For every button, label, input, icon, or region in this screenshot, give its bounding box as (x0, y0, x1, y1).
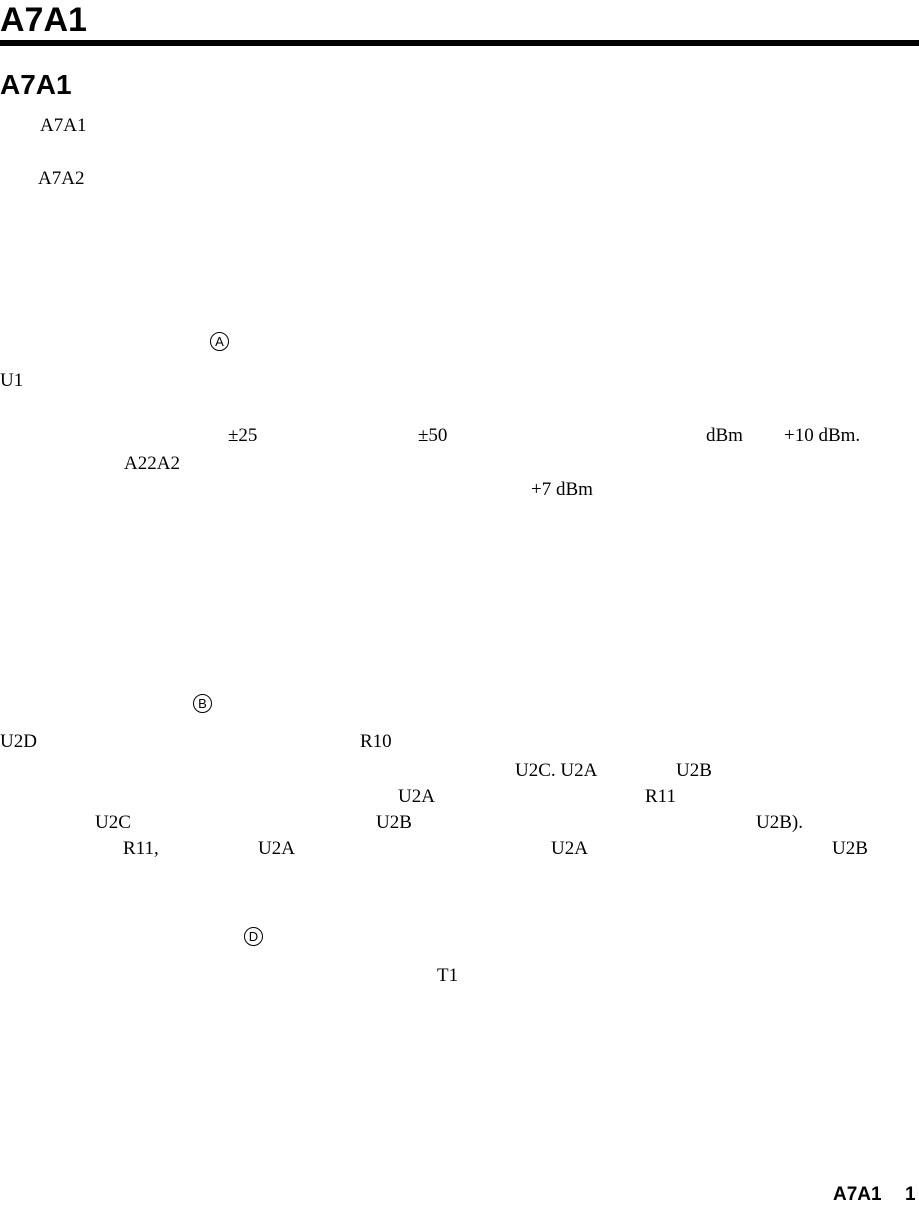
callout-marker: A (210, 332, 229, 351)
text-fragment: U2A (551, 838, 588, 859)
text-fragment: R11, (123, 838, 159, 859)
page-number: 1 (905, 1184, 916, 1205)
text-fragment: U2C (95, 812, 131, 833)
text-fragment: A7A1 (40, 115, 87, 136)
text-fragment: ±50 (418, 425, 448, 446)
text-fragment: U2B (676, 760, 712, 781)
text-fragment: U2C. U2A (515, 760, 598, 781)
text-fragment: U2D (0, 731, 37, 752)
text-fragment: ±25 (228, 425, 258, 446)
text-fragment: A7A2 (38, 168, 85, 189)
text-fragment: +7 dBm (531, 479, 593, 500)
page-title: A7A1 (0, 1, 87, 39)
text-fragment: U2B (832, 838, 868, 859)
title-rule (0, 40, 919, 46)
text-fragment: U1 (0, 370, 24, 391)
footer-label: A7A1 (833, 1184, 882, 1205)
text-fragment: dBm (706, 425, 743, 446)
callout-marker: B (193, 694, 212, 713)
text-fragment: R11 (645, 786, 676, 807)
text-fragment: U2B (376, 812, 412, 833)
text-fragment: U2A (258, 838, 295, 859)
text-fragment: U2A (398, 786, 435, 807)
callout-marker: D (244, 927, 263, 946)
text-fragment: +10 dBm. (784, 425, 861, 446)
text-fragment: U2B). (756, 812, 803, 833)
text-fragment: T1 (437, 965, 459, 986)
text-fragment: A22A2 (124, 453, 180, 474)
section-title: A7A1 (0, 69, 72, 100)
text-fragment: R10 (360, 731, 392, 752)
